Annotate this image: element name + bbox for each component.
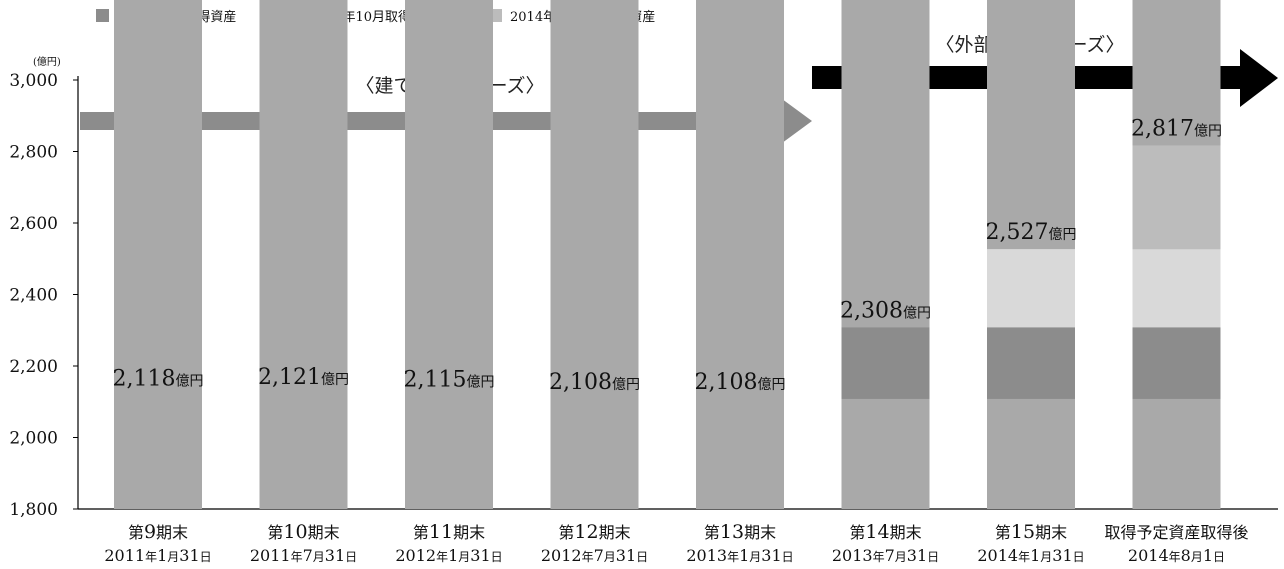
x-date-label: 2012年7月31日 [541, 546, 648, 565]
x-category-label: 第10期末 [267, 521, 339, 543]
y-tick-label: 3,000 [9, 71, 58, 91]
bar-total-label: 2,108億円 [549, 370, 640, 395]
y-tick-label: 2,400 [9, 286, 58, 306]
bar-segment [1132, 249, 1221, 328]
legend-swatch-apr-2013 [96, 9, 109, 22]
x-category-label: 第9期末 [128, 521, 188, 543]
bar-segment [114, 0, 202, 509]
bar-segment [987, 327, 1075, 399]
bar-segment [259, 0, 348, 509]
y-axis-unit-label: (億円) [33, 57, 61, 68]
x-date-label: 2013年1月31日 [686, 546, 793, 565]
y-tick-label: 2,000 [9, 429, 58, 449]
bar-total-label: 2,115億円 [404, 367, 495, 392]
x-date-label: 2013年7月31日 [832, 546, 939, 565]
bar-total-label: 2,308億円 [840, 298, 931, 323]
y-tick-label: 1,800 [9, 500, 58, 520]
bar-segment [405, 0, 493, 509]
x-date-label: 2014年8月1日 [1128, 546, 1225, 565]
bar-segment [550, 0, 639, 509]
y-tick-label: 2,800 [9, 143, 58, 163]
x-date-label: 2011年7月31日 [250, 546, 357, 565]
bar-total-label: 2,527億円 [986, 220, 1077, 245]
bar-total-label: 2,121億円 [258, 365, 349, 390]
x-date-label: 2011年1月31日 [104, 546, 211, 565]
x-category-label: 第11期末 [413, 521, 485, 543]
y-tick-label: 2,600 [9, 214, 58, 234]
bar-total-label: 2,108億円 [695, 370, 786, 395]
x-category-label: 第15期末 [995, 521, 1067, 543]
x-date-label: 2014年1月31日 [977, 546, 1084, 565]
x-category-label: 第13期末 [704, 521, 776, 543]
bar-segment [987, 249, 1075, 328]
x-category-label: 第12期末 [558, 521, 630, 543]
x-category-label: 第14期末 [849, 521, 921, 543]
bar-segment [1132, 327, 1221, 399]
y-tick-label: 2,200 [9, 357, 58, 377]
bar-segment [841, 327, 930, 399]
bar-total-label: 2,118億円 [113, 366, 204, 391]
x-category-label: 取得予定資産取得後 [1104, 523, 1248, 542]
x-date-label: 2012年1月31日 [395, 546, 502, 565]
bar-segment [696, 0, 784, 509]
bar-segment [841, 0, 930, 509]
bar-segment [1132, 145, 1221, 250]
bar-total-label: 2,817億円 [1131, 116, 1222, 141]
